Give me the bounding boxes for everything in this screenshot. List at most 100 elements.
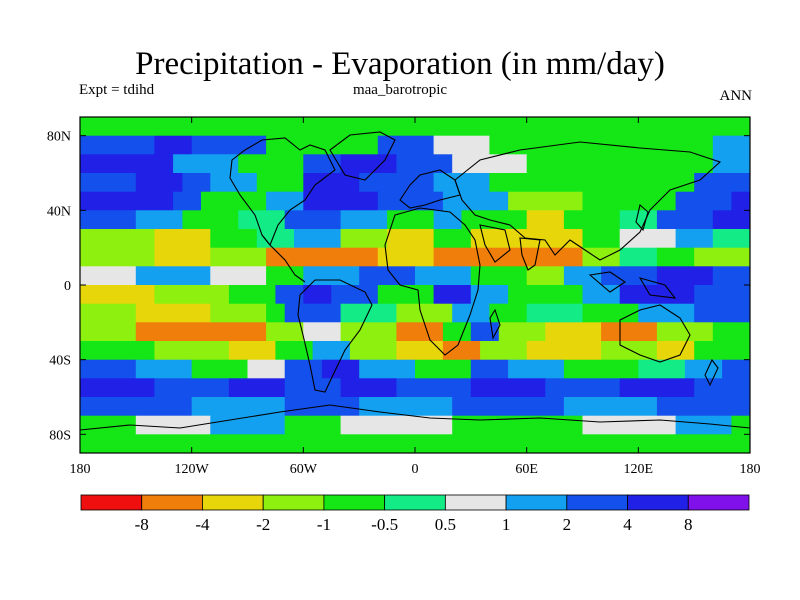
colorbar-swatch bbox=[80, 494, 143, 511]
field-cell bbox=[284, 210, 342, 230]
field-cell bbox=[331, 285, 379, 305]
field-cell bbox=[284, 303, 342, 323]
field-cell bbox=[582, 303, 639, 323]
field-cell bbox=[675, 415, 732, 435]
coastlines bbox=[80, 131, 750, 431]
field-cell bbox=[508, 359, 565, 379]
field-cell bbox=[442, 191, 509, 211]
colorbar-swatch bbox=[141, 494, 203, 511]
field-cell bbox=[582, 285, 621, 305]
x-tick-label: 180 bbox=[740, 462, 761, 477]
field-cell bbox=[303, 322, 342, 342]
field-cell bbox=[210, 247, 267, 267]
colorbar-label: 0.5 bbox=[435, 515, 456, 534]
field-cell bbox=[489, 135, 602, 155]
field-cell bbox=[601, 322, 658, 342]
field-cell bbox=[80, 359, 137, 379]
field-cell bbox=[433, 210, 463, 230]
field-cell bbox=[266, 247, 314, 267]
field-cell bbox=[359, 359, 416, 379]
field-cell bbox=[526, 210, 565, 230]
field-cell bbox=[582, 415, 677, 435]
field-cell bbox=[294, 229, 342, 249]
field-cell bbox=[619, 247, 658, 267]
field-cell bbox=[396, 341, 444, 361]
field-cell bbox=[415, 359, 472, 379]
field-cell bbox=[80, 378, 155, 398]
field-cell bbox=[135, 173, 183, 193]
field-cell bbox=[182, 173, 211, 193]
field-cell bbox=[80, 415, 137, 435]
field-cell bbox=[526, 303, 584, 323]
field-cell bbox=[545, 378, 621, 398]
field-cell bbox=[415, 266, 472, 286]
field-cell bbox=[712, 135, 750, 155]
colorbar-label: -8 bbox=[135, 515, 149, 534]
field-cell bbox=[396, 303, 453, 323]
colorbar-swatch bbox=[202, 494, 264, 511]
colorbar-label: 4 bbox=[623, 515, 632, 534]
field-cell bbox=[694, 247, 750, 267]
field-cell bbox=[694, 285, 750, 305]
field-cell bbox=[210, 303, 267, 323]
colorbar-swatch bbox=[505, 494, 568, 511]
field-cell bbox=[452, 397, 565, 417]
colorbar-label: 8 bbox=[684, 515, 693, 534]
field-cell bbox=[210, 415, 286, 435]
field-cell bbox=[321, 359, 360, 379]
field-cell bbox=[656, 247, 695, 267]
field-cell bbox=[656, 266, 714, 286]
field-cell bbox=[470, 285, 509, 305]
field-cell bbox=[526, 266, 565, 286]
field-cell bbox=[228, 341, 276, 361]
field-cell bbox=[284, 415, 342, 435]
colorbar-label: -0.5 bbox=[371, 515, 398, 534]
field-cell bbox=[619, 378, 695, 398]
field-cell bbox=[387, 210, 435, 230]
field-cell bbox=[80, 117, 416, 137]
field-cell bbox=[303, 285, 332, 305]
colorbar-label: -1 bbox=[317, 515, 331, 534]
field-cell bbox=[303, 266, 360, 286]
field-cell bbox=[182, 210, 239, 230]
field-cell bbox=[238, 210, 286, 230]
field-cell bbox=[396, 378, 472, 398]
field-cell bbox=[340, 154, 397, 174]
field-cell bbox=[359, 173, 435, 193]
field-cell bbox=[526, 154, 658, 174]
field-cell bbox=[656, 154, 714, 174]
season-label: ANN bbox=[719, 88, 753, 104]
field-cell bbox=[359, 397, 453, 417]
field-cell bbox=[377, 135, 435, 155]
field-cell bbox=[210, 266, 267, 286]
field-cell bbox=[563, 397, 658, 417]
field-cell bbox=[545, 322, 602, 342]
field-cell bbox=[340, 378, 397, 398]
field-cell bbox=[563, 210, 621, 230]
field-cell bbox=[349, 341, 397, 361]
field-cell bbox=[433, 135, 490, 155]
field-cell bbox=[80, 229, 155, 249]
field-cell bbox=[154, 135, 193, 155]
field-cell bbox=[731, 191, 750, 211]
field-cell bbox=[154, 341, 230, 361]
field-cell bbox=[154, 285, 230, 305]
field-cell bbox=[266, 322, 304, 342]
y-tick-label: 0 bbox=[64, 279, 71, 294]
field-cell bbox=[210, 229, 258, 249]
colorbar-swatch bbox=[566, 494, 628, 511]
field-cell bbox=[154, 247, 211, 267]
field-cell bbox=[377, 285, 435, 305]
colorbar-swatch bbox=[627, 494, 689, 511]
field-cell bbox=[284, 397, 360, 417]
field-cell bbox=[135, 266, 211, 286]
colorbar-swatch bbox=[323, 494, 386, 511]
field-cell bbox=[387, 229, 435, 249]
field-cell bbox=[498, 322, 546, 342]
field-cell bbox=[601, 135, 714, 155]
field-cell bbox=[266, 135, 379, 155]
field-cell bbox=[489, 173, 639, 193]
field-cell bbox=[80, 210, 137, 230]
field-cell bbox=[396, 322, 444, 342]
field-cell bbox=[135, 303, 211, 323]
